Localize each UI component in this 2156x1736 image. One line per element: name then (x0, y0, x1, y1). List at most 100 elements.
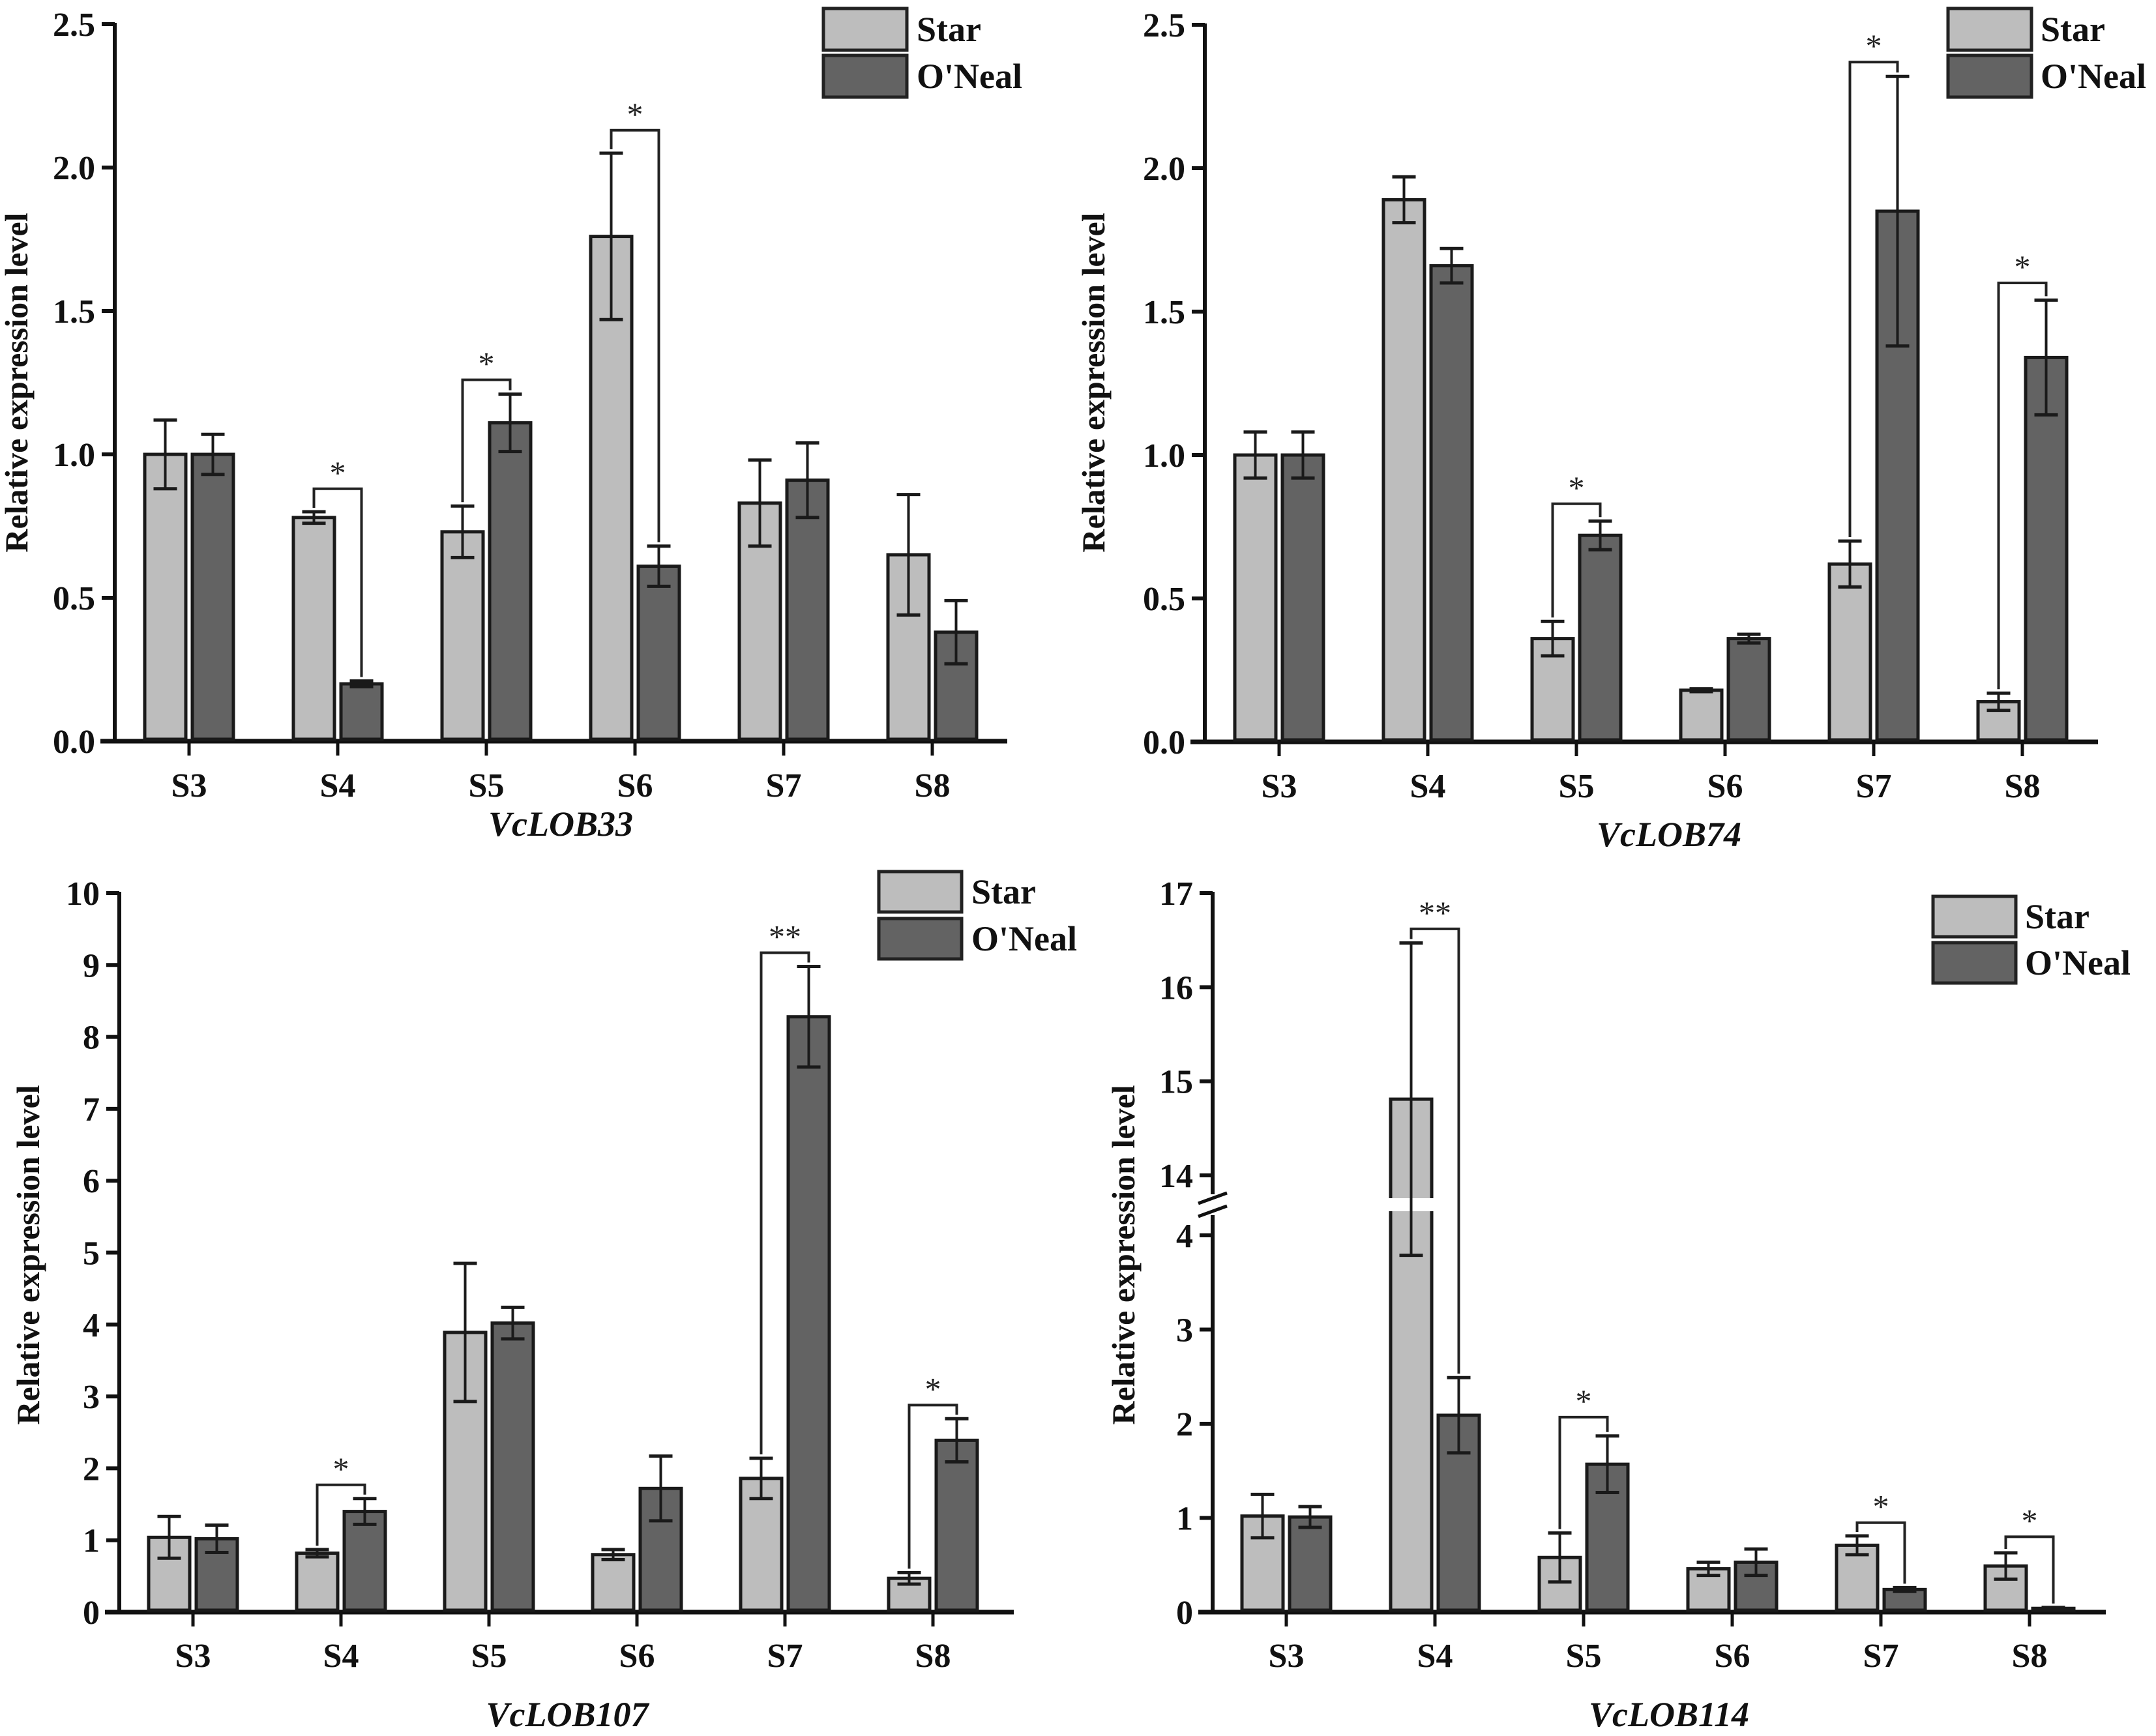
x-tick-label: S4 (323, 1638, 359, 1675)
significance-bracket (1410, 927, 1460, 1374)
y-tick-label: 9 (83, 947, 100, 984)
y-axis-title: Relative expression level (0, 213, 35, 552)
x-tick-label: S8 (2012, 1638, 2048, 1675)
x-tick-label: S5 (469, 767, 505, 804)
legend-swatch-oneal (1931, 941, 2018, 985)
x-tick-label: S3 (171, 767, 207, 804)
y-axis-title: Relative expression level (1105, 1085, 1142, 1424)
chart-vclob114: Relative expression level VcLOB114 Star … (1105, 875, 2131, 1734)
y-tick-label: 17 (1159, 875, 1193, 913)
legend-swatch-oneal (821, 53, 909, 99)
significance-label: ** (769, 919, 801, 955)
bar-oneal (488, 421, 533, 741)
y-tick-label: 14 (1159, 1158, 1193, 1195)
significance-bracket (461, 378, 512, 503)
y-tick-label: 3 (83, 1379, 100, 1416)
x-tick-label: S6 (1715, 1638, 1750, 1675)
plot-area: 0.0 0.5 1.0 1.5 2.0 2.5 S3 S4 S5 S6 S7 S8 * * * (53, 7, 1007, 804)
x-tick-label: S8 (2005, 768, 2041, 805)
significance-bracket (1855, 1521, 1906, 1584)
bar-oneal (1726, 637, 1771, 742)
plot-area: 0.0 0.5 1.0 1.5 2.0 2.5 S3 S4 S5 S6 S7 S8 * * * (1143, 7, 2098, 805)
bar-star (591, 1553, 636, 1612)
axis-break-mark (1198, 1204, 1228, 1218)
y-tick-label: 16 (1159, 969, 1193, 1007)
bar-star (143, 452, 188, 741)
x-tick-label: S7 (766, 767, 802, 804)
y-axis-title: Relative expression level (10, 1085, 46, 1424)
significance-bracket (1558, 1415, 1609, 1529)
significance-bracket (316, 1483, 366, 1546)
significance-bracket (908, 1404, 958, 1569)
y-tick-label: 5 (83, 1235, 100, 1273)
y-tick-label: 6 (83, 1163, 100, 1200)
y-tick-label: 10 (66, 875, 100, 913)
bar-star (1827, 562, 1872, 742)
x-tick-label: S6 (1707, 768, 1743, 805)
y-tick-label: 1.5 (53, 293, 95, 331)
x-tick-label: S7 (767, 1638, 803, 1675)
y-tick-label: 4 (83, 1307, 100, 1344)
y-tick-label: 2.5 (1143, 7, 1185, 44)
significance-label: * (627, 96, 643, 132)
bar-star (291, 516, 336, 741)
y-tick-label: 2.0 (53, 150, 95, 187)
bar-star (295, 1552, 340, 1612)
significance-bracket (312, 487, 363, 677)
bar-star (739, 1477, 784, 1612)
y-axis-title: Relative expression level (1075, 213, 1112, 552)
y-tick-label: 4 (1176, 1218, 1193, 1255)
bar-oneal (1578, 533, 1623, 742)
significance-label: * (330, 454, 346, 491)
significance-bracket (760, 951, 810, 1454)
x-tick-label: S7 (1856, 768, 1892, 805)
significance-label: * (333, 1450, 349, 1487)
legend-label-oneal: O'Neal (971, 919, 1077, 958)
legend-label-oneal: O'Neal (2041, 57, 2146, 96)
bar-oneal (1288, 1515, 1333, 1612)
y-tick-label: 15 (1159, 1064, 1193, 1101)
y-tick-label: 0.5 (1143, 581, 1185, 618)
x-tick-label: S4 (1410, 768, 1446, 805)
y-tick-label: 1 (83, 1523, 100, 1560)
legend-swatch-star (1946, 7, 2033, 52)
axis-break-mark (1198, 1191, 1228, 1205)
chart-vclob33: Relative expression level VcLOB33 Star O… (0, 7, 1022, 844)
y-tick-label: 2.5 (53, 7, 95, 44)
significance-bracket (2004, 1535, 2055, 1604)
bar-star (1679, 688, 1724, 742)
y-tick-label: 0 (1176, 1595, 1193, 1632)
x-tick-label: S3 (1262, 768, 1297, 805)
y-tick-label: 0 (83, 1595, 100, 1632)
bar-star (440, 530, 485, 741)
x-tick-label: S8 (915, 767, 951, 804)
legend-swatch-star (821, 7, 909, 52)
y-tick-label: 2 (83, 1450, 100, 1488)
significance-label: * (925, 1370, 941, 1407)
bar-oneal (1280, 453, 1325, 742)
y-tick-label: 8 (83, 1020, 100, 1057)
bar-oneal (934, 1438, 979, 1612)
bar-star (1233, 453, 1278, 742)
x-tick-label: S5 (1566, 1638, 1602, 1675)
legend-label-oneal: O'Neal (917, 57, 1022, 96)
y-tick-label: 0.0 (53, 724, 95, 761)
x-tick-label: S6 (617, 767, 653, 804)
gene-title: VcLOB33 (488, 804, 633, 844)
significance-label: * (1569, 469, 1585, 506)
legend: Star O'Neal (1931, 894, 2131, 985)
gene-title: VcLOB74 (1597, 815, 1741, 854)
significance-label: * (1576, 1383, 1592, 1419)
legend-swatch-star (877, 870, 964, 914)
bar-oneal (786, 1015, 831, 1612)
legend: Star O'Neal (877, 870, 1077, 961)
x-tick-label: S8 (915, 1638, 951, 1675)
y-tick-label: 1.0 (53, 437, 95, 474)
y-tick-label: 0.0 (1143, 724, 1185, 761)
x-tick-label: S7 (1863, 1638, 1899, 1675)
legend-label-star: Star (2041, 10, 2105, 49)
x-tick-label: S3 (175, 1638, 211, 1675)
